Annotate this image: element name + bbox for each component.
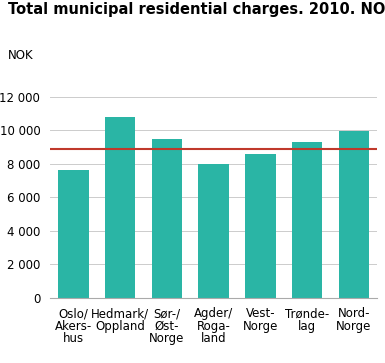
Bar <box>245 154 276 298</box>
Bar <box>58 170 89 298</box>
Bar <box>105 117 136 298</box>
Bar <box>339 131 369 298</box>
Text: Total municipal residential charges. 2010. NOK (incl. VAT.): Total municipal residential charges. 201… <box>8 2 385 17</box>
Bar <box>152 139 182 298</box>
Bar <box>292 142 322 298</box>
Bar <box>199 164 229 298</box>
Text: NOK: NOK <box>8 49 33 62</box>
